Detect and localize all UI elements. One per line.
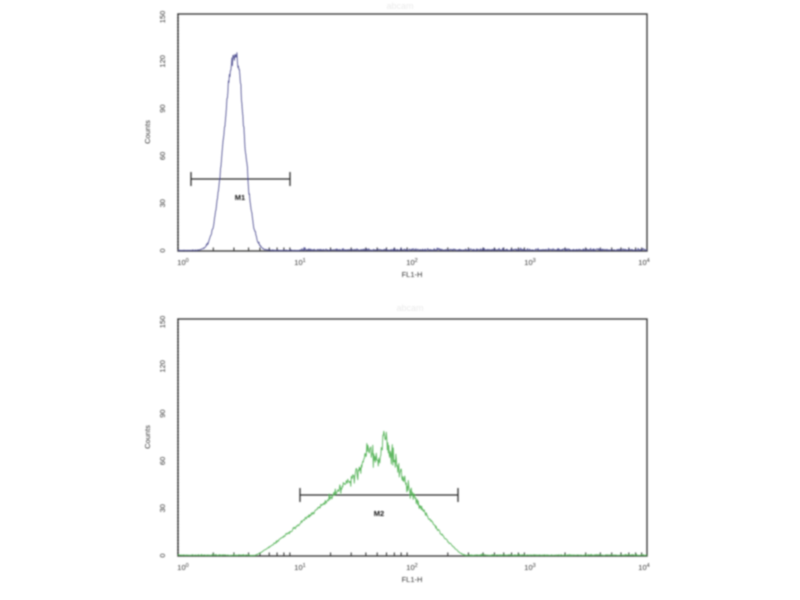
svg-text:102: 102	[406, 258, 417, 267]
svg-text:100: 100	[177, 258, 188, 267]
svg-text:abcam: abcam	[396, 303, 423, 313]
svg-text:104: 104	[638, 258, 649, 267]
svg-text:103: 103	[524, 258, 535, 267]
svg-text:Counts: Counts	[143, 425, 152, 449]
svg-text:90: 90	[158, 409, 167, 417]
svg-text:60: 60	[158, 152, 167, 160]
svg-text:0: 0	[158, 553, 167, 557]
svg-text:104: 104	[638, 563, 649, 572]
svg-text:102: 102	[406, 563, 417, 572]
svg-text:103: 103	[524, 563, 535, 572]
svg-text:30: 30	[158, 504, 167, 512]
svg-text:100: 100	[177, 563, 188, 572]
svg-text:60: 60	[158, 457, 167, 465]
svg-text:120: 120	[158, 360, 167, 373]
svg-text:90: 90	[158, 104, 167, 112]
svg-text:30: 30	[158, 199, 167, 207]
svg-text:Counts: Counts	[143, 120, 152, 144]
svg-text:101: 101	[294, 563, 305, 572]
svg-text:0: 0	[158, 248, 167, 252]
svg-text:M1: M1	[235, 193, 245, 202]
svg-text:FL1-H: FL1-H	[402, 270, 423, 279]
svg-text:150: 150	[158, 11, 167, 24]
svg-text:abcam: abcam	[386, 1, 413, 11]
svg-text:101: 101	[294, 258, 305, 267]
svg-text:FL1-H: FL1-H	[402, 575, 423, 584]
svg-text:150: 150	[158, 316, 167, 329]
svg-text:120: 120	[158, 55, 167, 68]
svg-text:M2: M2	[374, 509, 384, 518]
